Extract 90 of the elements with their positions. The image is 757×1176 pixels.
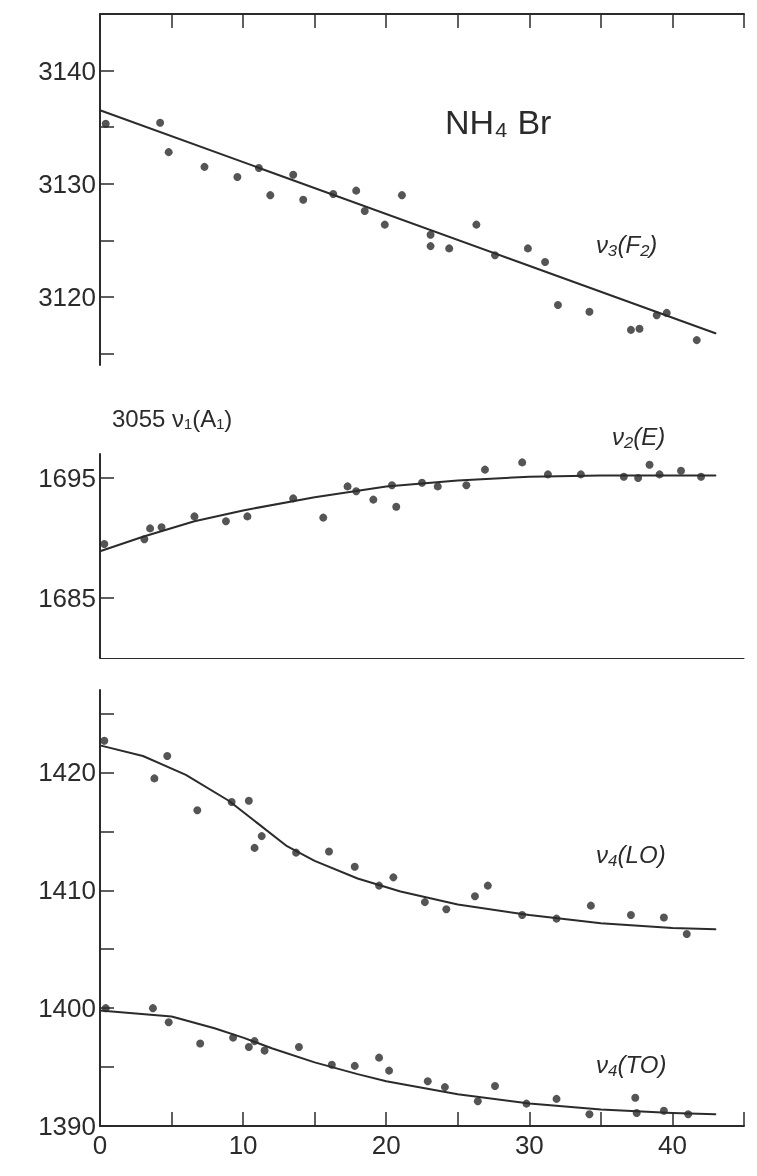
point [163, 751, 172, 760]
y-tick-label: 1695 [38, 463, 96, 493]
point [156, 118, 165, 127]
point [470, 892, 479, 901]
point [445, 244, 454, 253]
y-tick-label: 1420 [38, 757, 96, 788]
y-tick-label: 1410 [38, 875, 96, 906]
point [462, 481, 471, 490]
y-tick-label: 3140 [38, 55, 96, 86]
point [244, 796, 253, 805]
x-tick-label: 10 [228, 1130, 258, 1160]
point [319, 513, 328, 522]
point [164, 1018, 173, 1027]
point [659, 913, 668, 922]
point [472, 220, 481, 229]
text: NH₄ Br [445, 103, 552, 141]
y-tick-label: 3120 [38, 282, 96, 313]
series-label: ν₂(E) [612, 422, 666, 450]
point [193, 806, 202, 815]
x-tick-label: 40 [657, 1130, 687, 1160]
point [190, 512, 199, 521]
point [233, 173, 242, 182]
point [324, 847, 333, 856]
point [645, 460, 654, 469]
point [380, 220, 389, 229]
point [626, 325, 635, 334]
point [289, 170, 298, 179]
point [586, 901, 595, 910]
point [426, 230, 435, 239]
point [682, 929, 691, 938]
point [350, 862, 359, 871]
point [389, 873, 398, 882]
point [473, 1097, 482, 1106]
point [490, 1081, 499, 1090]
point [392, 502, 401, 511]
point [483, 881, 492, 890]
point [426, 242, 435, 251]
y-tick-label: 3130 [38, 168, 96, 199]
point [260, 1046, 269, 1055]
y-tick-label: 1685 [38, 583, 96, 613]
point [440, 1083, 449, 1092]
point [200, 162, 209, 171]
text: 3055 ν₁(A₁) [112, 404, 233, 432]
point [692, 336, 701, 345]
x-tick-label: 30 [514, 1130, 544, 1160]
y-tick-label: 1400 [38, 993, 96, 1024]
point [635, 324, 644, 333]
point [221, 517, 230, 526]
point [257, 832, 266, 841]
point [385, 1066, 394, 1075]
point [626, 911, 635, 920]
point [375, 1053, 384, 1062]
point [420, 898, 429, 907]
point [553, 300, 562, 309]
point [294, 1043, 303, 1052]
point [631, 1093, 640, 1102]
series-label: ν₃(F₂) [596, 230, 658, 258]
point [101, 119, 110, 128]
point [100, 736, 109, 745]
point [480, 465, 489, 474]
point [196, 1039, 205, 1048]
point [299, 195, 308, 204]
point [244, 1043, 253, 1052]
point [523, 244, 532, 253]
point [164, 148, 173, 157]
point [250, 843, 259, 852]
series-label: ν₄(LO) [596, 840, 666, 868]
point [100, 540, 109, 548]
series-label: ν₄(TO) [596, 1050, 667, 1078]
point [148, 1004, 157, 1013]
point [433, 482, 442, 491]
point [266, 191, 275, 200]
point [146, 524, 155, 533]
x-tick-label: 20 [371, 1130, 401, 1160]
point [243, 512, 252, 521]
point [677, 466, 686, 475]
point [343, 482, 352, 491]
point [397, 191, 406, 200]
point [369, 495, 378, 504]
point [423, 1077, 432, 1086]
point [360, 207, 369, 216]
point [552, 1094, 561, 1103]
point [352, 186, 361, 195]
point [350, 1061, 359, 1070]
point [442, 905, 451, 914]
point [585, 307, 594, 316]
point [541, 257, 550, 266]
point [518, 458, 527, 467]
point [585, 1110, 594, 1119]
point [150, 774, 159, 783]
